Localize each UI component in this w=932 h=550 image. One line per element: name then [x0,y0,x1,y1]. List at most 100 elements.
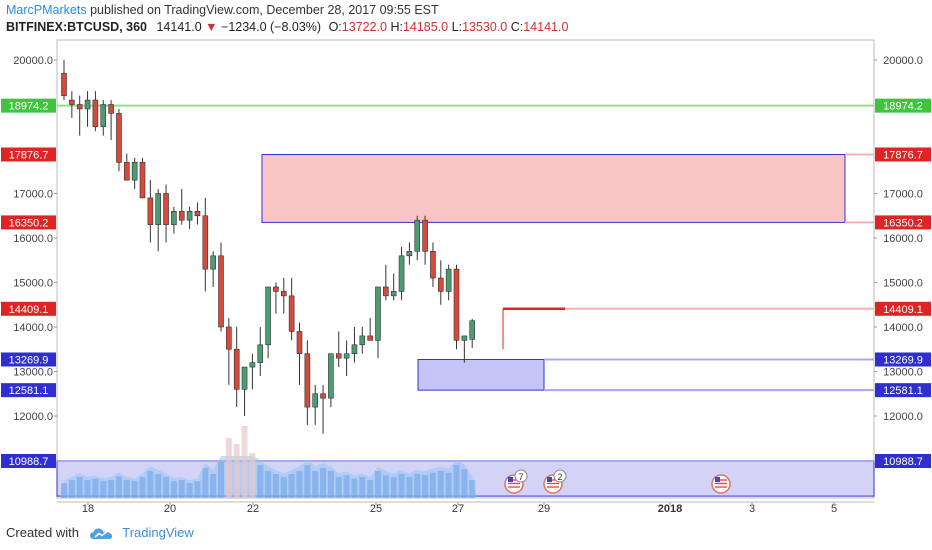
close-value: 14141.0 [523,20,569,34]
price-badge [875,98,931,113]
price-badge-label: 12581.1 [883,385,923,397]
volume-bar [312,471,319,498]
price-change: −1234.0 (−8.03%) [221,20,322,34]
price-badge [1,98,56,113]
candle-up [312,393,319,408]
candle-down [147,197,154,225]
candle-down [139,162,146,199]
candle-up [249,362,256,368]
candle-down [124,162,130,181]
x-tick-label: 18 [82,503,94,515]
volume-bar [390,477,397,498]
price-badge-label: 13269.9 [9,354,49,366]
flag-canton [547,477,552,482]
symbol-info-bar: BITFINEX:BTCUSD, 360 14141.0 ▼ −1234.0 (… [6,20,568,34]
candle-up [351,344,358,354]
volume-bar [100,481,107,498]
volume-bar [210,474,217,498]
candle-down [383,286,389,297]
price-badge [1,352,56,367]
x-tick-label: 25 [370,503,382,515]
candle-down [218,255,224,328]
volume-bar [92,478,99,498]
volume-bar [382,475,389,498]
x-tick-label: 3 [749,503,755,515]
candle-down [116,113,122,163]
candle-down [202,215,209,270]
publish-header: MarcPMarkets published on TradingView.co… [6,3,439,17]
candle-up [100,104,107,128]
candle-up [461,335,468,341]
candle-down [280,291,287,297]
candle-down [226,326,232,350]
price-badge [1,301,56,316]
candle-up [155,193,161,225]
candle-down [61,73,67,96]
volume-bar [108,480,115,498]
volume-bar [343,475,350,498]
candle-up [210,255,216,270]
author-link[interactable]: MarcPMarkets [6,3,87,17]
volume-bar [170,481,177,498]
volume-bar [218,462,224,498]
volume-bar [461,469,468,498]
volume-bar [123,480,130,498]
footer: Created with TradingView [6,525,194,541]
price-badge-label: 16350.2 [9,217,49,229]
candle-down [430,251,436,279]
y-tick-label: 13000.0 [13,367,53,379]
price-badge-label: 10988.7 [9,456,49,468]
volume-bar [453,465,460,498]
volume-bar [375,471,381,498]
candle-up [186,211,193,221]
candle-up [406,251,413,257]
candle-up [131,162,138,181]
candle-down [335,353,342,359]
tradingview-cloud-icon [89,528,112,539]
volume-bar [367,480,374,498]
volume-bar [398,474,405,498]
price-badge [875,383,931,398]
price-badge-label: 14409.1 [883,304,923,316]
price-chart[interactable]: 7 2 18974.2 18974.2 17876.7 17876.7 16350.2 16… [0,0,932,520]
volume-bar [272,474,279,498]
candle-up [469,320,476,340]
volume-bar [351,478,358,498]
x-tick-label: 5 [831,503,837,515]
low-label: L: [451,20,463,34]
price-badge [875,454,931,469]
tradingview-brand-link[interactable]: TradingView [122,525,194,540]
y-tick-label: 13000.0 [883,367,923,379]
y-tick-label: 20000.0 [13,55,53,67]
candle-down [453,268,460,341]
y-tick-label: 15000.0 [13,278,53,290]
volume-bar [68,480,75,498]
volume-bar [194,481,201,498]
price-badge-label: 16350.2 [883,217,923,229]
volume-bar [469,480,476,498]
price-badge [1,383,56,398]
candle-down [233,348,240,390]
price-badge [1,147,56,162]
volume-bar [147,471,154,498]
volume-bar [233,444,240,498]
publish-info: published on TradingView.com, December 2… [90,3,439,17]
x-tick-label: 29 [538,503,550,515]
y-tick-label: 20000.0 [883,55,923,67]
volume-bar [288,474,295,498]
candle-up [265,286,271,346]
y-tick-label: 14000.0 [13,322,53,334]
close-label: C: [510,20,524,34]
volume-bar [414,474,421,498]
price-badge [875,215,931,230]
volume-bar [437,471,444,498]
volume-bar [61,483,67,498]
volume-bar [202,468,209,498]
candle-up [390,291,397,297]
volume-bar [257,465,264,498]
price-badge-label: 18974.2 [883,101,923,113]
volume-bar [84,480,91,498]
y-tick-label: 16000.0 [13,233,53,245]
candle-up [359,335,366,346]
volume-bar [225,438,232,498]
